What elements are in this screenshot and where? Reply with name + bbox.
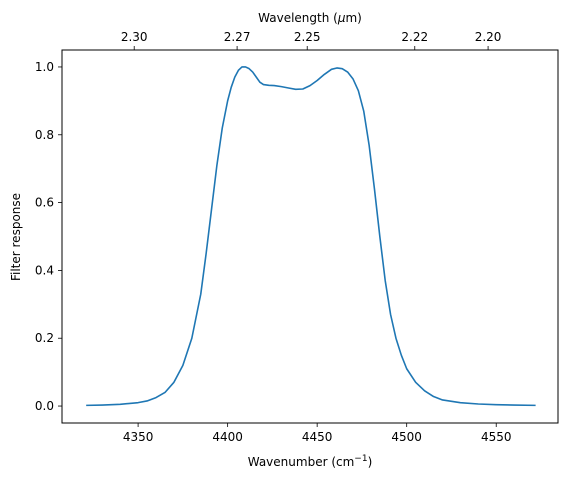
y-tick-label: 0.4 — [35, 263, 54, 277]
x-tick-label: 4450 — [302, 430, 333, 444]
top-x-tick-label: 2.20 — [475, 30, 502, 44]
y-axis-ticks: 0.0 0.2 0.4 0.6 0.8 1.0 — [35, 60, 62, 413]
plot-frame — [61, 49, 559, 424]
top-x-axis-label: Wavelength (μm) — [258, 11, 362, 25]
top-x-tick-label: 2.30 — [121, 30, 148, 44]
y-tick-label: 0.6 — [35, 196, 54, 210]
x-tick-label: 4550 — [481, 430, 512, 444]
top-x-tick-label: 2.27 — [224, 30, 251, 44]
x-tick-label: 4500 — [391, 430, 422, 444]
bottom-x-axis-ticks: 4350 4400 4450 4500 4550 — [123, 423, 512, 444]
y-tick-label: 1.0 — [35, 60, 54, 74]
top-x-axis-label-mu: μ — [337, 11, 346, 25]
y-tick-label: 0.0 — [35, 399, 54, 413]
filter-response-curve — [86, 66, 536, 407]
top-x-tick-label: 2.25 — [294, 30, 321, 44]
x-axis-label-exponent: −1 — [354, 454, 367, 464]
x-tick-label: 4350 — [123, 430, 154, 444]
y-tick-label: 0.8 — [35, 128, 54, 142]
y-axis-label: Filter response — [9, 193, 23, 281]
top-x-axis-ticks: 2.30 2.27 2.25 2.22 2.20 — [121, 30, 502, 50]
y-tick-label: 0.2 — [35, 331, 54, 345]
x-tick-label: 4400 — [212, 430, 243, 444]
x-axis-label: Wavenumber (cm−1) — [248, 454, 373, 469]
top-x-tick-label: 2.22 — [401, 30, 428, 44]
